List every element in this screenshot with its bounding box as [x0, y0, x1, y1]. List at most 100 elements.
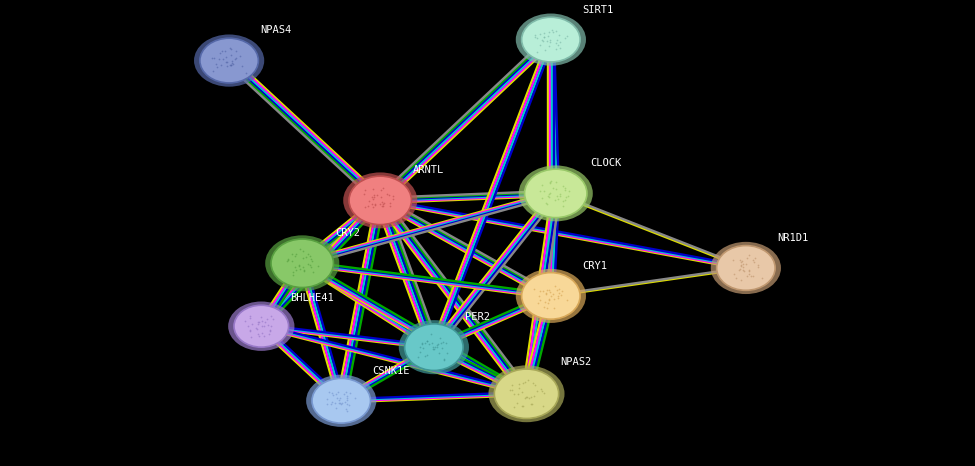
Point [223, 57, 239, 65]
Ellipse shape [200, 38, 258, 83]
Ellipse shape [234, 305, 289, 347]
Point [502, 387, 518, 394]
Point [507, 390, 523, 397]
Ellipse shape [343, 172, 417, 228]
Point [242, 328, 257, 335]
Point [560, 296, 575, 304]
Point [238, 69, 254, 77]
Point [337, 405, 353, 413]
Point [541, 42, 557, 50]
Point [339, 392, 355, 399]
Point [547, 196, 563, 204]
Point [436, 357, 451, 364]
Point [558, 186, 573, 194]
Text: NR1D1: NR1D1 [777, 233, 808, 243]
Point [551, 289, 566, 297]
Point [741, 267, 757, 274]
Point [367, 202, 382, 209]
Point [339, 407, 355, 415]
Point [552, 285, 567, 293]
Point [223, 62, 239, 69]
Point [738, 260, 754, 267]
Point [332, 394, 348, 402]
Point [532, 41, 548, 49]
Point [414, 340, 430, 347]
Point [228, 54, 244, 62]
Text: NPAS4: NPAS4 [260, 25, 292, 35]
Point [747, 255, 762, 262]
Point [558, 193, 573, 200]
Point [550, 41, 566, 48]
Point [414, 341, 430, 348]
Text: NPAS2: NPAS2 [561, 357, 592, 367]
Point [540, 192, 556, 200]
Point [256, 322, 272, 330]
Point [543, 178, 559, 185]
Ellipse shape [271, 239, 333, 288]
Point [438, 339, 453, 347]
Point [514, 402, 529, 409]
Point [224, 59, 240, 67]
Ellipse shape [519, 165, 593, 221]
Ellipse shape [522, 17, 580, 62]
Point [519, 393, 534, 401]
Point [261, 331, 277, 338]
Point [325, 398, 340, 406]
Point [280, 258, 295, 265]
Point [429, 342, 445, 349]
Point [545, 27, 561, 34]
Point [536, 303, 552, 310]
Point [527, 31, 543, 38]
Point [305, 268, 321, 276]
Point [523, 393, 538, 401]
Point [515, 379, 530, 387]
Point [331, 388, 346, 395]
Point [262, 327, 278, 335]
Point [516, 402, 531, 410]
Point [214, 55, 230, 63]
Point [373, 193, 389, 200]
Point [303, 255, 319, 263]
Point [531, 30, 547, 38]
Point [206, 67, 221, 75]
Point [533, 385, 549, 393]
Point [292, 262, 307, 270]
Point [218, 58, 234, 66]
Point [412, 349, 428, 356]
Point [208, 60, 223, 68]
Point [373, 199, 389, 206]
Point [281, 255, 296, 263]
Point [375, 203, 391, 210]
Point [210, 63, 225, 71]
Point [228, 48, 244, 55]
Point [204, 54, 219, 62]
Point [541, 295, 557, 303]
Point [556, 182, 571, 189]
Point [374, 202, 390, 210]
Point [364, 200, 379, 208]
Text: BHLHE41: BHLHE41 [291, 293, 334, 303]
Point [510, 390, 526, 397]
Point [225, 60, 241, 68]
Point [542, 189, 558, 196]
Point [295, 263, 311, 270]
Point [385, 192, 401, 199]
Point [227, 55, 243, 63]
Point [739, 254, 755, 261]
Point [243, 314, 258, 322]
Text: CRY2: CRY2 [335, 228, 361, 238]
Point [339, 400, 355, 408]
Point [435, 345, 450, 352]
Point [301, 262, 317, 269]
Point [223, 61, 239, 69]
Ellipse shape [717, 246, 775, 290]
Point [548, 45, 564, 53]
Point [280, 256, 295, 264]
Point [245, 320, 260, 327]
Point [357, 190, 372, 197]
Point [561, 192, 576, 200]
Point [219, 59, 235, 66]
Point [385, 196, 401, 203]
Point [252, 319, 267, 326]
Point [747, 259, 762, 266]
